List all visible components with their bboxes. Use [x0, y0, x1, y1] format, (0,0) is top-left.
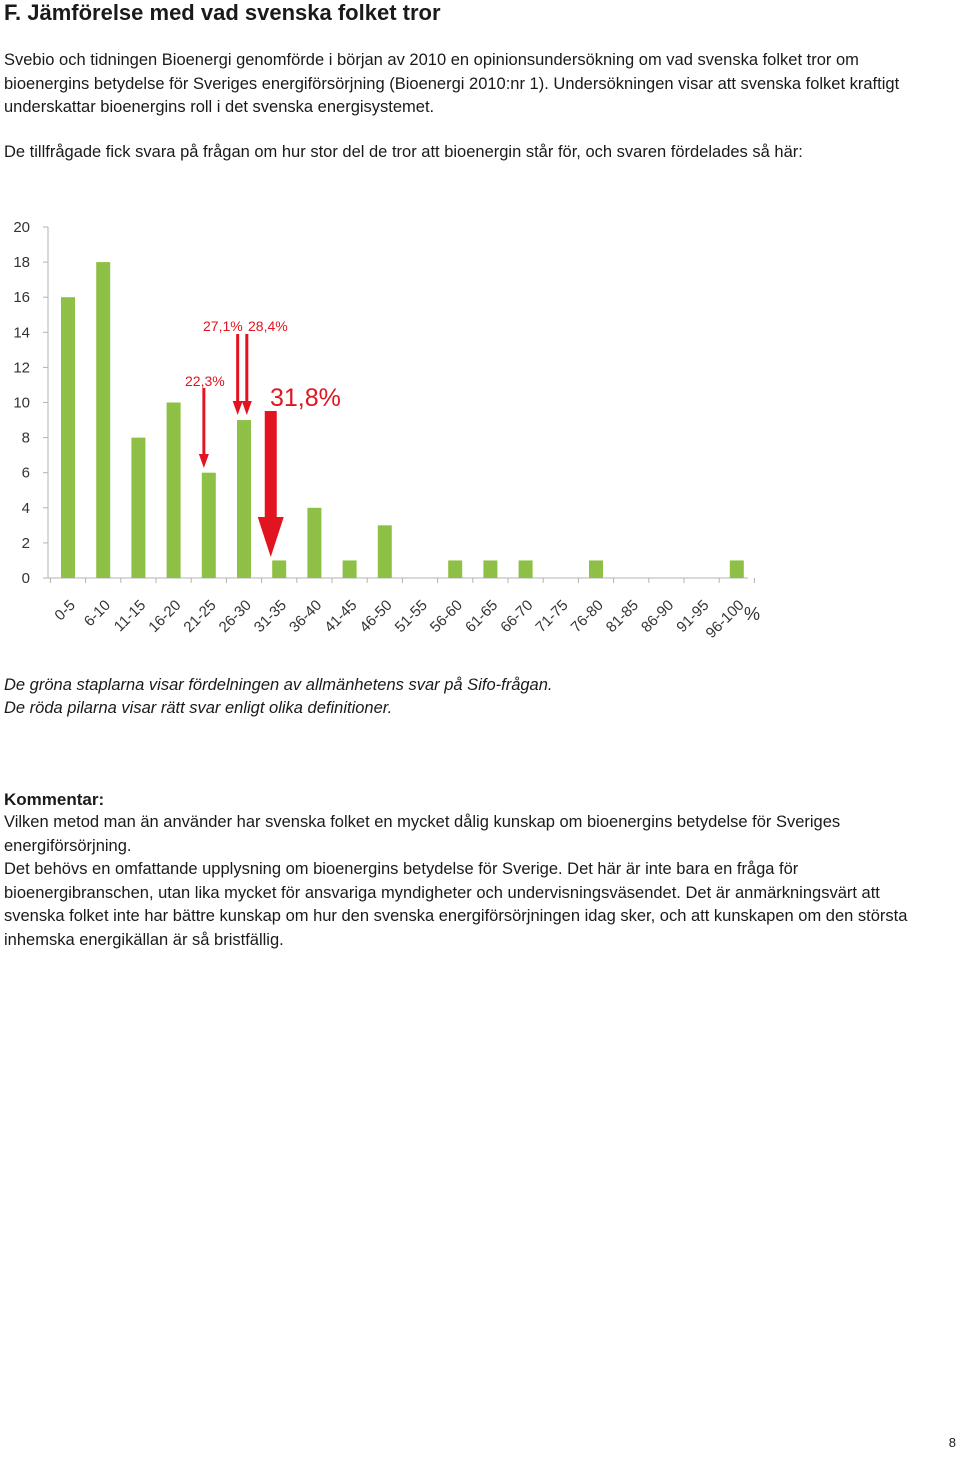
- bar-26-30: [237, 420, 251, 578]
- arrow-label-0: 22,3%: [185, 373, 225, 389]
- arrow-head-0: [198, 454, 209, 468]
- bar-76-80: [589, 560, 603, 578]
- comment-paragraph-2: Det behövs en omfattande upplysning om b…: [4, 860, 908, 949]
- x-tick-label: 86-90: [638, 597, 677, 636]
- arrow-head-1: [232, 401, 243, 415]
- comment-paragraph-1: Vilken metod man än använder har svenska…: [4, 813, 841, 855]
- comment-heading: Kommentar:: [4, 790, 105, 809]
- x-tick-label: 51-55: [392, 597, 431, 636]
- arrow-label-3: 31,8%: [270, 384, 341, 412]
- intro-paragraph: Svebio och tidningen Bioenergi genomförd…: [4, 51, 900, 116]
- y-tick-label: 0: [22, 570, 30, 587]
- x-tick-label: 66-70: [497, 597, 536, 636]
- bar-66-70: [518, 560, 533, 578]
- bar-96-100: [729, 560, 744, 578]
- chart-note-green: De gröna staplarna visar fördelningen av…: [4, 676, 553, 694]
- y-tick-label: 4: [22, 500, 30, 517]
- y-tick-label: 12: [13, 359, 30, 376]
- x-tick-label: 26-30: [216, 597, 255, 636]
- x-tick-label: 41-45: [321, 597, 360, 636]
- bar-46-50: [377, 525, 392, 578]
- x-tick-label: 16-20: [145, 597, 184, 636]
- comment-body: Vilken metod man än använder har svenska…: [4, 811, 939, 952]
- x-tick-label: 76-80: [568, 597, 607, 636]
- x-tick-label: 21-25: [180, 597, 219, 636]
- y-tick-label: 16: [13, 289, 30, 306]
- bar-16-20: [166, 402, 181, 578]
- arrow-label-1: 27,1%: [203, 318, 243, 334]
- arrow-stem-1: [236, 334, 240, 402]
- x-tick-label: 36-40: [286, 597, 325, 636]
- x-tick-label: 96-100: [703, 597, 748, 642]
- arrow-stem-2: [245, 334, 249, 402]
- x-tick-label: 56-60: [427, 597, 466, 636]
- x-tick-label: 11-15: [111, 597, 149, 635]
- x-tick-label: 46-50: [356, 597, 395, 636]
- bar-0-5: [61, 297, 75, 578]
- x-tick-label: 71-75: [532, 597, 571, 636]
- y-tick-label: 20: [13, 219, 30, 236]
- y-tick-label: 8: [22, 430, 30, 447]
- bar-41-45: [342, 560, 357, 578]
- y-tick-label: 18: [13, 254, 30, 271]
- arrow-head-3: [257, 517, 284, 557]
- bar-61-65: [483, 560, 498, 578]
- bar-21-25: [201, 472, 216, 578]
- x-tick-label: 81-85: [603, 597, 642, 636]
- arrow-label-2: 28,4%: [248, 318, 288, 334]
- chart-note-red: De röda pilarna visar rätt svar enligt o…: [4, 699, 393, 717]
- bar-6-10: [96, 262, 111, 578]
- page-number: 8: [948, 1435, 956, 1450]
- bar-11-15: [131, 437, 146, 578]
- y-tick-label: 6: [22, 465, 30, 482]
- y-tick-label: 10: [13, 395, 30, 412]
- y-tick-label: 2: [22, 535, 30, 552]
- bar-56-60: [448, 560, 463, 578]
- page-title: F. Jämförelse med vad svenska folket tro…: [4, 0, 441, 25]
- x-unit-label: %: [744, 604, 760, 624]
- x-tick-label: 31-35: [251, 597, 290, 636]
- arrow-stem-0: [202, 388, 206, 455]
- y-tick-label: 14: [13, 324, 30, 341]
- question-paragraph: De tillfrågade fick svara på frågan om h…: [4, 143, 803, 161]
- arrow-stem-3: [264, 411, 277, 518]
- bar-31-35: [272, 560, 287, 578]
- x-tick-label: 6-10: [81, 597, 114, 630]
- arrow-head-2: [241, 401, 252, 415]
- x-tick-label: 0-5: [51, 597, 78, 624]
- bar-36-40: [307, 507, 322, 578]
- x-tick-label: 61-65: [462, 597, 501, 636]
